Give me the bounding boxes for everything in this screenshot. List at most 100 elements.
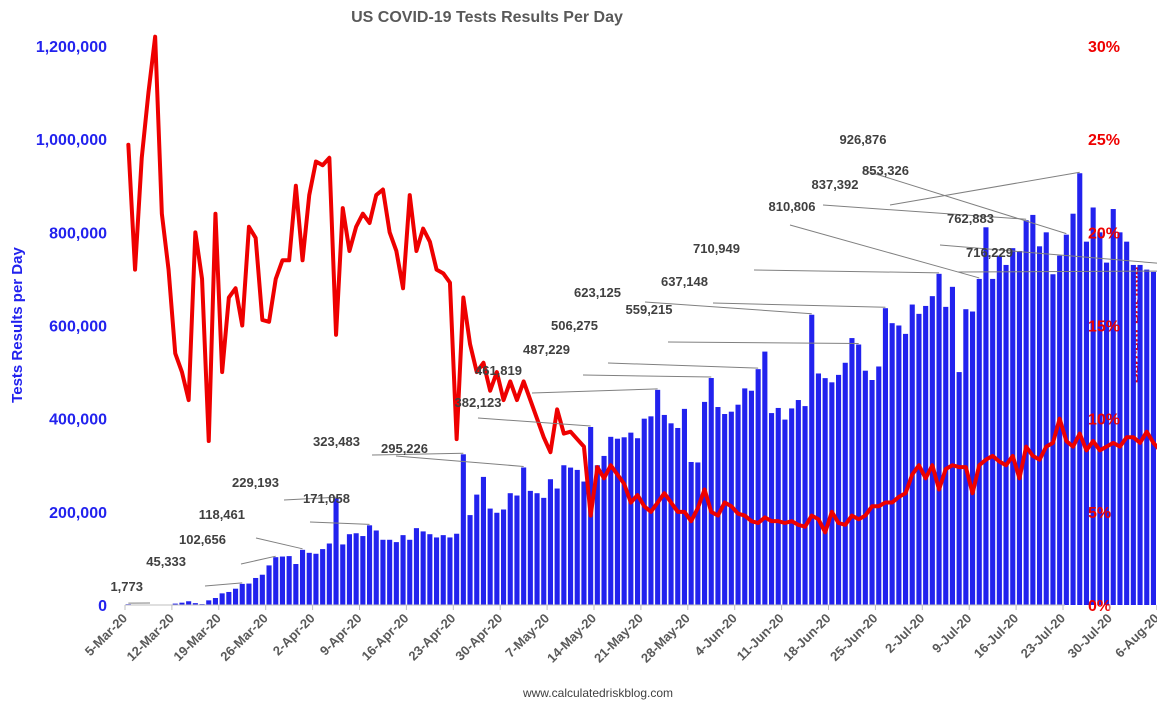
annotation-label: 487,229 <box>523 342 570 357</box>
annotation-label: 926,876 <box>840 132 887 147</box>
annotation-leader <box>283 496 337 501</box>
x-tick-label: 2-Jul-20 <box>882 611 927 656</box>
y-tick-label: 600,000 <box>49 319 107 336</box>
bar <box>581 481 587 605</box>
annotation-label: 637,148 <box>661 274 708 289</box>
annotation-label: 102,656 <box>179 532 226 547</box>
annotation-leader <box>862 169 1067 235</box>
bar <box>876 366 882 605</box>
annotation-label: 716,229 <box>966 245 1013 260</box>
bar <box>735 404 741 605</box>
x-tick-label: 26-Mar-20 <box>217 611 271 665</box>
bar <box>206 600 212 605</box>
bar <box>715 407 721 605</box>
bar <box>1010 248 1016 606</box>
bar <box>668 423 674 605</box>
bar <box>1130 264 1136 605</box>
bar <box>1003 264 1009 605</box>
bar <box>246 583 252 605</box>
annotation-leader <box>753 269 940 274</box>
y2-tick-label: 10% <box>1088 412 1120 429</box>
annotation-leader <box>477 417 591 427</box>
bar <box>313 553 319 605</box>
bar <box>708 378 714 605</box>
bar <box>561 465 567 605</box>
annotation-label: 810,806 <box>769 199 816 214</box>
bar <box>594 465 600 605</box>
bar <box>454 533 460 605</box>
bar <box>614 438 620 605</box>
bar <box>990 278 996 605</box>
annotation-leader <box>644 301 812 315</box>
bar <box>514 495 520 605</box>
annotation-label: 853,326 <box>862 163 909 178</box>
bar <box>1137 264 1143 605</box>
bar <box>936 273 942 605</box>
bar <box>179 602 185 605</box>
x-tick-label: 2-Apr-20 <box>270 611 318 659</box>
bar <box>769 413 775 605</box>
bar <box>1077 173 1083 606</box>
x-tick-label: 23-Apr-20 <box>405 611 458 664</box>
bar <box>266 565 272 605</box>
y2-tick-label: 20% <box>1088 225 1120 242</box>
bar <box>480 476 486 605</box>
x-tick-label: 19-Mar-20 <box>170 611 224 665</box>
annotation-leader <box>667 341 859 344</box>
bar <box>320 549 326 605</box>
y2-tick-label: 30% <box>1088 39 1120 56</box>
bar <box>949 286 955 605</box>
bar <box>1144 269 1150 605</box>
bar <box>742 388 748 605</box>
x-tick-label: 21-May-20 <box>591 611 646 666</box>
bar <box>360 536 366 605</box>
x-tick-label: 4-Jun-20 <box>691 611 739 659</box>
bar <box>822 378 828 605</box>
bar <box>782 419 788 605</box>
annotation-leader <box>712 302 886 308</box>
bar <box>815 373 821 605</box>
bar <box>688 461 694 605</box>
bar <box>447 537 453 605</box>
bar <box>896 325 902 605</box>
annotation-label: 295,226 <box>381 441 428 456</box>
bar <box>795 400 801 605</box>
y-axis-label: Tests Results per Day <box>9 247 26 403</box>
bar <box>789 408 795 605</box>
y-axis-label-group: Tests Results per Day <box>9 247 26 403</box>
annotation-leader <box>957 270 1157 273</box>
annotation-leader <box>582 374 712 378</box>
bar <box>1150 271 1156 605</box>
bar <box>996 255 1002 606</box>
bar <box>1083 241 1089 605</box>
annotation-label: 323,483 <box>313 434 360 449</box>
x-tick-label: 23-Jul-20 <box>1018 611 1068 661</box>
bar <box>1037 246 1043 605</box>
x-tick-label: 25-Jun-20 <box>827 611 881 665</box>
bar <box>1016 250 1022 605</box>
bar <box>300 549 306 605</box>
y-tick-label: 200,000 <box>49 505 107 522</box>
bar <box>494 512 500 605</box>
bar <box>775 407 781 605</box>
annotation-leader <box>889 171 1080 206</box>
bar <box>655 389 661 605</box>
percent-positive-line <box>126 34 1157 535</box>
bar <box>306 552 312 605</box>
annotation-label: 118,461 <box>199 507 245 522</box>
bar <box>842 362 848 605</box>
bar <box>836 374 842 605</box>
annotation-label: 45,333 <box>146 554 186 569</box>
line-series <box>126 34 1157 535</box>
bar <box>702 401 708 605</box>
bar <box>367 525 373 605</box>
bar <box>621 437 627 605</box>
annotation-leader <box>395 455 524 467</box>
bar <box>380 539 386 605</box>
annotation-label: 762,883 <box>947 211 994 226</box>
bar <box>1070 213 1076 605</box>
bar <box>601 455 607 605</box>
bar <box>186 601 192 605</box>
annotation-label: 171,058 <box>303 491 350 506</box>
